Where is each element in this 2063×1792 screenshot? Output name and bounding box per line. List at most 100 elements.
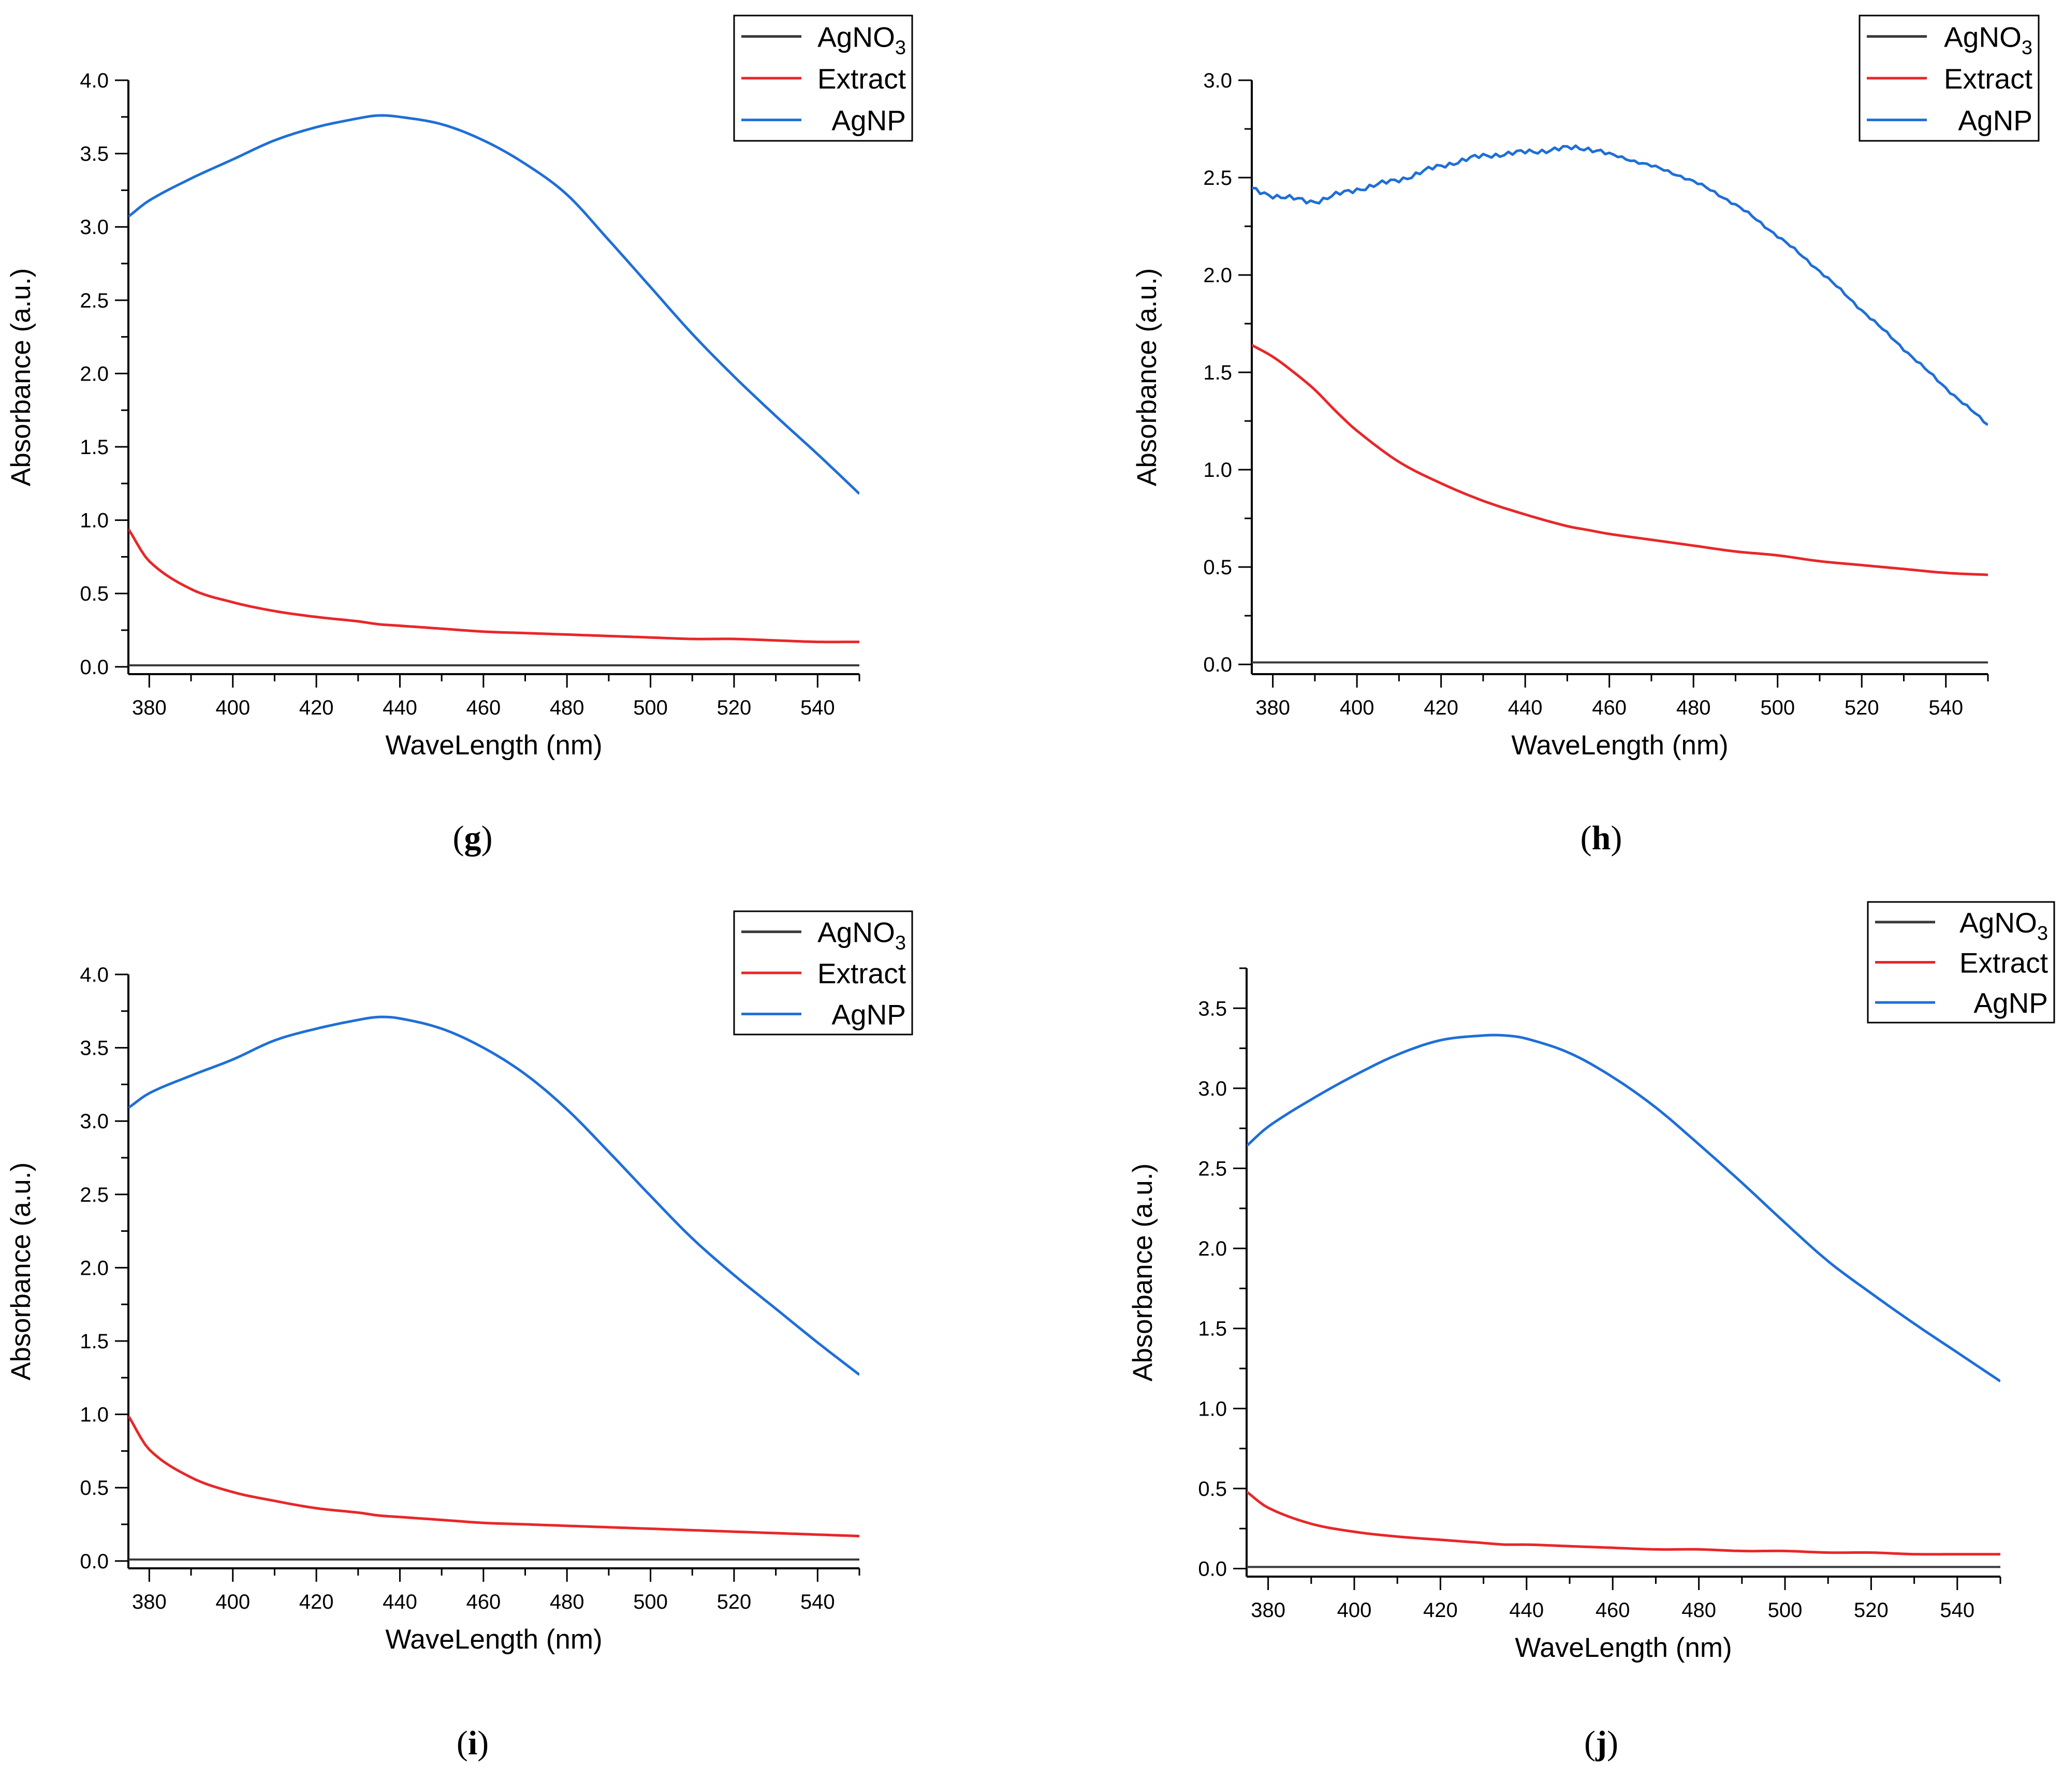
panel-label-letter: g [464, 819, 481, 857]
data-point-agno3 [1310, 1566, 1312, 1568]
x-tick-label: 440 [383, 696, 417, 719]
x-tick-label: 520 [717, 696, 752, 719]
legend-label-main: AgNP [1958, 105, 2032, 137]
chart-panel-h: 380 400 420 440 460 480 500 520 540 0.0 0.5 1.0 1.5 2… [1132, 14, 2040, 857]
data-point-agnp [1439, 1039, 1441, 1041]
y-tick-label: 1.5 [80, 436, 109, 459]
data-point-extract [1650, 539, 1652, 541]
series-line-extract [128, 1415, 859, 1538]
x-tick-label: 420 [1424, 696, 1458, 719]
y-tick-label: 1.5 [1203, 361, 1232, 384]
data-point-agno3 [315, 664, 317, 666]
data-point-agno3 [399, 664, 401, 666]
data-point-extract [1439, 1539, 1441, 1541]
y-tick-label: 2.5 [80, 289, 109, 312]
data-point-agnp [1272, 194, 1274, 196]
data-point-agno3 [1819, 661, 1821, 663]
y-tick-label: 2.0 [1203, 264, 1232, 287]
series-line-agnp [128, 1015, 859, 1376]
data-point-agno3 [650, 664, 652, 666]
legend-entry-agnp: AgNP [1973, 987, 2048, 1019]
series-group [1252, 144, 1988, 664]
x-tick-label: 440 [383, 1591, 417, 1613]
data-point-agnp [608, 1151, 610, 1153]
data-point-agnp [1396, 1054, 1398, 1056]
data-point-agnp [1945, 387, 1947, 389]
data-point-agnp [1483, 1035, 1485, 1037]
data-point-extract [1861, 564, 1863, 566]
data-point-agnp [775, 415, 777, 417]
x-tick-label: 400 [215, 1591, 250, 1613]
data-point-agno3 [441, 664, 443, 666]
data-point-agnp [1566, 148, 1568, 150]
data-point-agno3 [1398, 661, 1400, 663]
y-tick-label: 1.5 [80, 1330, 109, 1353]
data-point-agnp [148, 1092, 150, 1094]
data-point-agnp [1655, 1106, 1657, 1109]
data-point-extract [1440, 482, 1442, 484]
data-point-agnp [190, 178, 192, 180]
data-point-agnp [273, 139, 275, 141]
panel-label: (j) [1584, 1724, 1618, 1762]
data-point-extract [482, 1522, 485, 1524]
data-point-agno3 [1741, 1566, 1743, 1568]
legend-label-main: AgNO [817, 21, 895, 53]
data-point-extract [816, 1534, 818, 1536]
data-point-agno3 [1356, 661, 1358, 663]
data-point-agno3 [1482, 661, 1484, 663]
legend-label-main: Extract [1959, 947, 2048, 979]
legend-label-subscript: 3 [895, 37, 906, 59]
data-point-agno3 [399, 1558, 401, 1561]
data-point-agnp [378, 1016, 380, 1018]
data-point-extract [1741, 1550, 1743, 1552]
y-tick-label: 0.0 [80, 656, 109, 679]
data-point-agno3 [1314, 661, 1316, 663]
data-point-agnp [1698, 1143, 1700, 1145]
data-point-agno3 [1353, 1566, 1355, 1568]
data-point-extract [1293, 371, 1295, 373]
data-point-agno3 [232, 664, 234, 666]
data-point-extract [1827, 1552, 1829, 1554]
data-point-extract [1612, 1547, 1614, 1549]
y-tick-label: 0.5 [80, 1477, 109, 1499]
y-tick-label: 1.0 [1198, 1397, 1227, 1420]
x-tick-label: 540 [800, 696, 835, 719]
y-axis-title: Absorbance (a.u.) [1128, 1163, 1158, 1381]
data-point-agno3 [1777, 661, 1779, 663]
data-point-agnp [273, 1039, 275, 1041]
panel-label-close: ) [1607, 1724, 1618, 1762]
data-point-extract [566, 1525, 568, 1527]
data-point-extract [1956, 1553, 1958, 1555]
data-point-agno3 [608, 1558, 610, 1561]
data-point-agnp [1587, 148, 1589, 150]
y-tick-label: 2.0 [80, 1257, 109, 1279]
data-point-agno3 [357, 1558, 359, 1561]
data-point-extract [524, 1523, 526, 1525]
x-tick-label: 500 [1768, 1599, 1803, 1622]
data-point-extract [232, 1491, 234, 1493]
data-point-agnp [1267, 1126, 1269, 1128]
legend-entry-agno3: AgNO3 [817, 21, 906, 59]
data-point-extract [816, 641, 818, 643]
y-tick-label: 0.0 [1203, 653, 1232, 676]
legend-label-subscript: 3 [895, 933, 906, 954]
y-tick-label: 3.5 [80, 1037, 109, 1060]
x-tick-label: 540 [1928, 696, 1963, 719]
data-point-agnp [1913, 1322, 1915, 1324]
y-tick-label: 4.0 [80, 964, 109, 986]
data-point-agno3 [1267, 1566, 1269, 1568]
data-point-extract [273, 1500, 275, 1502]
y-tick-label: 3.0 [80, 216, 109, 239]
x-tick-label: 480 [550, 1591, 584, 1613]
data-point-agnp [1440, 165, 1442, 167]
data-point-extract [1310, 1523, 1312, 1525]
series-line-extract [128, 528, 859, 644]
data-point-extract [566, 634, 568, 636]
x-tick-label: 380 [1255, 696, 1290, 719]
x-tick-label: 460 [1596, 1599, 1630, 1622]
data-point-agnp [1734, 204, 1736, 206]
data-point-agno3 [691, 664, 693, 666]
data-point-extract [608, 1526, 610, 1528]
data-point-extract [733, 638, 735, 640]
series-line-agnp [1247, 1033, 2000, 1382]
